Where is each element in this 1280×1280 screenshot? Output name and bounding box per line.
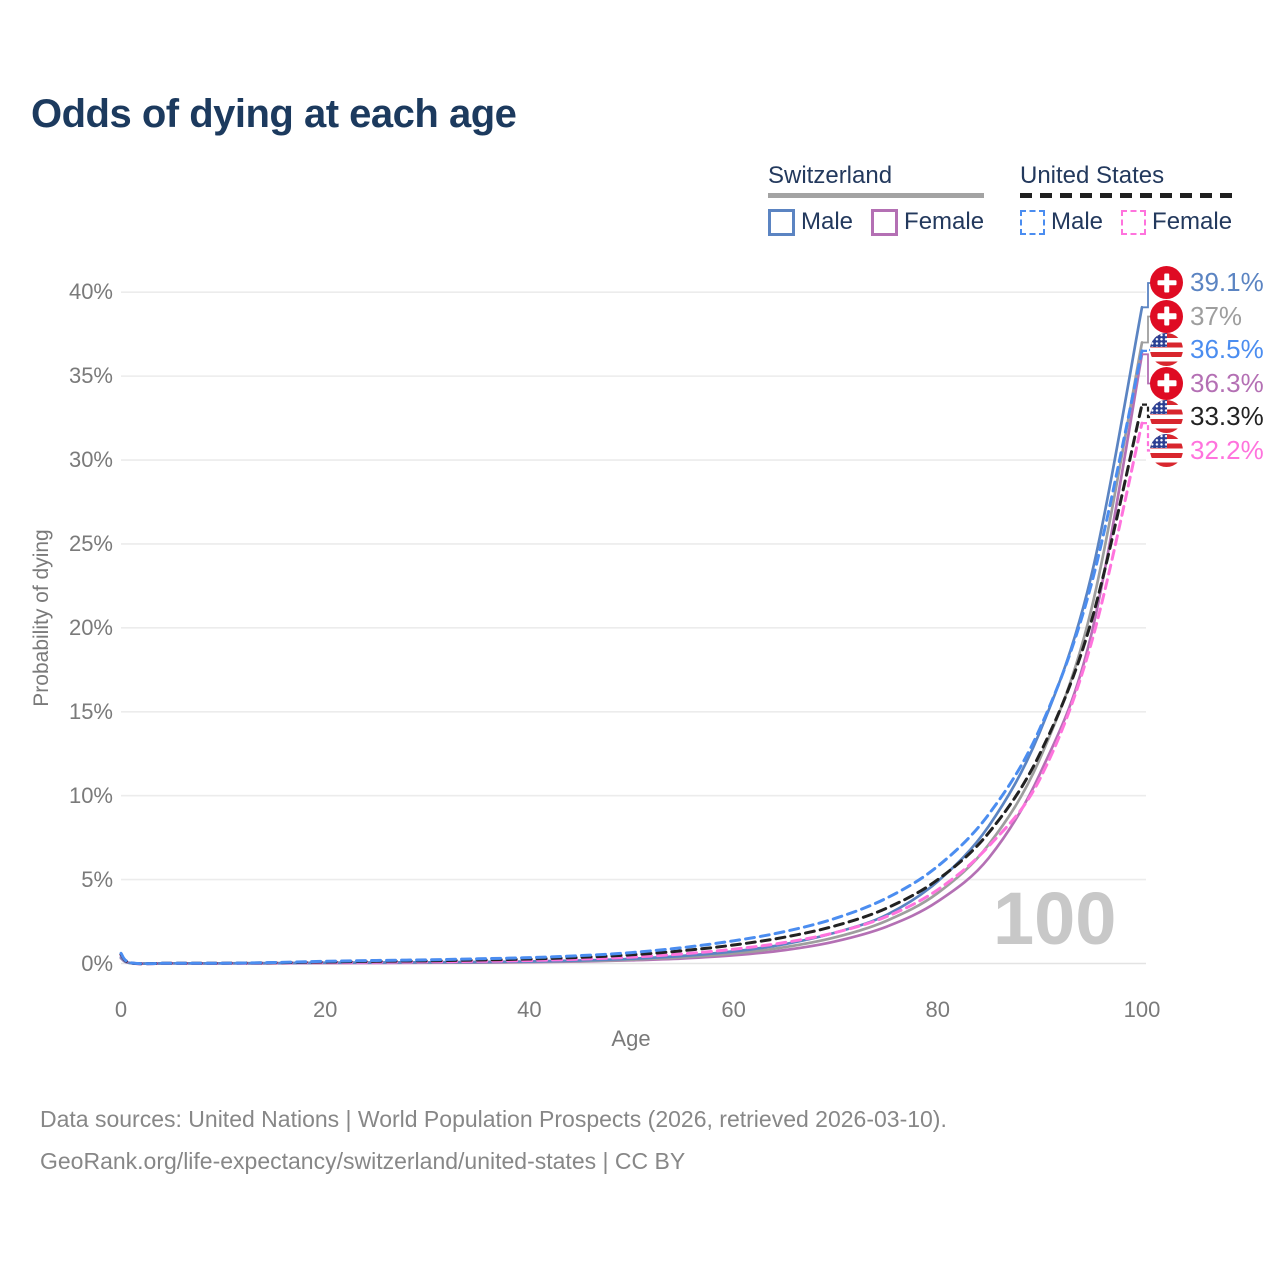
switzerland-flag-icon (1150, 266, 1183, 299)
y-tick-label: 5% (81, 866, 113, 892)
x-tick-label: 100 (1123, 997, 1161, 1022)
x-tick-label: 20 (312, 997, 338, 1022)
end-value-us-female: 32.2% (1190, 434, 1264, 465)
legend-item-switzerland-male[interactable]: Male (801, 208, 854, 235)
end-label-connector-us-female (1142, 422, 1151, 452)
footer-attribution: GeoRank.org/life-expectancy/switzerland/… (40, 1148, 686, 1174)
end-value-ch-both: 37% (1190, 300, 1243, 331)
page-title: Odds of dying at each age (31, 92, 517, 136)
legend-swatch-united-states-female[interactable] (1121, 209, 1147, 235)
end-label-connector-us-both (1142, 403, 1151, 419)
y-tick-label: 15% (68, 698, 113, 724)
legend-swatch-switzerland-male[interactable] (768, 208, 795, 236)
switzerland-flag-icon (1150, 366, 1183, 400)
x-tick-label: 40 (517, 997, 542, 1022)
x-axis-title: Age (611, 1026, 651, 1051)
series-line-us-male[interactable] (119, 349, 1144, 966)
series-line-ch-male[interactable] (119, 305, 1144, 966)
y-tick-label: 10% (68, 782, 113, 808)
end-value-ch-female: 36.3% (1190, 367, 1264, 398)
footer-data-sources: Data sources: United Nations | World Pop… (40, 1106, 947, 1132)
legend-line-sample-united-states (1020, 193, 1233, 198)
united-states-flag-icon (1150, 433, 1183, 467)
x-tick-label: 60 (721, 997, 746, 1022)
legend-country-label-switzerland: Switzerland (768, 162, 893, 189)
legend-group-switzerland: Switzerland Male Female (768, 162, 985, 236)
x-tick-label: 0 (114, 997, 128, 1022)
legend-country-label-united-states: United States (1020, 162, 1165, 189)
switzerland-flag-icon (1150, 299, 1183, 333)
age-cursor-watermark: 100 (993, 877, 1117, 960)
y-tick-label: 20% (68, 614, 113, 640)
legend-swatch-switzerland-female[interactable] (871, 208, 899, 236)
end-value-us-male: 36.5% (1190, 334, 1264, 364)
series-line-ch-both[interactable] (119, 341, 1144, 965)
end-value-us-both: 33.3% (1190, 401, 1264, 431)
legend-item-switzerland-female[interactable]: Female (904, 208, 985, 235)
legend-group-united-states: United States Male Female (1020, 162, 1233, 236)
united-states-flag-icon (1150, 333, 1183, 366)
series-line-us-female[interactable] (119, 421, 1144, 966)
legend-item-united-states-male[interactable]: Male (1051, 208, 1104, 235)
end-label-connector-us-male (1142, 348, 1151, 352)
y-tick-label: 35% (68, 363, 113, 389)
legend-swatch-united-states-male[interactable] (1020, 209, 1045, 235)
x-tick-label: 80 (925, 997, 951, 1022)
end-value-ch-male: 39.1% (1190, 267, 1264, 297)
y-tick-label: 0% (81, 950, 113, 976)
united-states-flag-icon (1150, 400, 1183, 433)
y-tick-label: 25% (68, 530, 113, 556)
legend-item-united-states-female[interactable]: Female (1152, 208, 1233, 235)
y-tick-label: 40% (68, 279, 113, 305)
series-line-ch-female[interactable] (119, 352, 1144, 965)
legend-line-sample-switzerland (768, 193, 985, 198)
y-tick-label: 30% (68, 447, 113, 473)
